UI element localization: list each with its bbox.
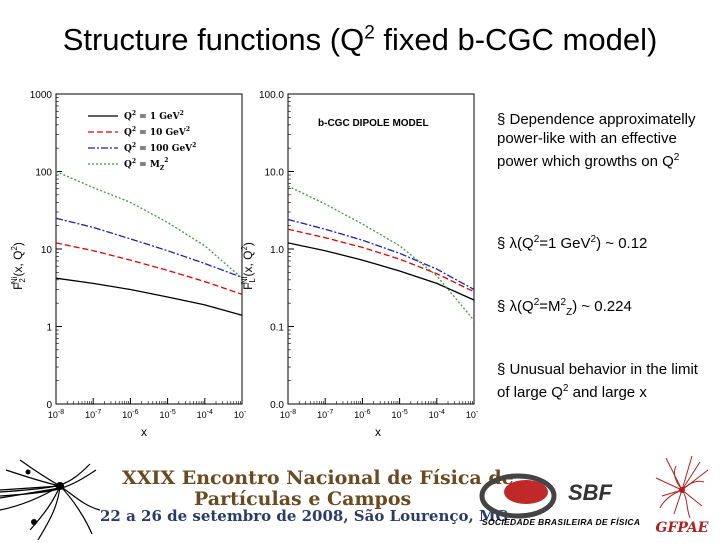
right-axis-ticks	[287, 93, 475, 405]
particle-tracks-logo	[0, 459, 101, 540]
bullet-item-2: § λ(Q2=1 GeV2) ~ 0.12	[497, 234, 648, 252]
bullet-item-4: § Unusual behavior in the limit of large…	[497, 361, 698, 401]
model-label: b-CGC DIPOLE MODEL	[318, 118, 429, 129]
right-plot: 100.0 10.0 1.0 0.1 0.0 10-8 10-7 10-6 10-5 10-4 1…	[238, 86, 478, 440]
series-line-1	[55, 277, 243, 316]
sbf-logo-text: SBF	[568, 480, 613, 505]
bullet-marker: §	[497, 298, 506, 315]
series-line-4	[287, 185, 475, 321]
y-tick-label: 1.0	[270, 245, 284, 256]
series-line-3	[287, 218, 475, 291]
x-axis-label: x	[141, 425, 147, 439]
x-tick-label: 10-6	[354, 409, 370, 420]
gfpae-logo: GFPAE	[646, 452, 718, 538]
x-tick-label: 10-6	[122, 409, 138, 420]
y-tick-label: 100.0	[259, 90, 284, 101]
left-axis-ticks	[55, 93, 243, 405]
series-line-2	[287, 228, 475, 293]
y-axis-label: FLNi(x, Q2)	[240, 242, 257, 290]
conference-date-line: 22 a 26 de setembro de 2008, São Lourenç…	[100, 507, 509, 525]
series-line-1	[287, 242, 475, 301]
y-tick-label: 1000	[30, 90, 53, 101]
x-tick-label: 10-4	[197, 409, 213, 420]
x-tick-label: 10-7	[317, 409, 333, 420]
x-tick-label: 10-7	[85, 409, 101, 420]
sbf-society-name: SOCIEDADE BRASILEIRA DE FÍSICA	[482, 517, 640, 527]
x-tick-label: 10-5	[159, 409, 175, 420]
y-tick-label: 10	[41, 245, 53, 256]
slide-title: Structure functions (Q2 fixed b-CGC mode…	[62, 22, 658, 57]
gfpae-logo-text: GFPAE	[656, 520, 709, 536]
y-tick-label: 0.1	[270, 323, 284, 334]
y-tick-label: 10.0	[265, 168, 285, 179]
bullet-marker: §	[497, 361, 506, 378]
y-tick-label: 0	[46, 400, 52, 411]
legend-entry: Q2 = MZ2	[124, 157, 168, 172]
structure-function-fl-chart: 100.0 10.0 1.0 0.1 0.0 10-8 10-7 10-6 10-5 10-4 1…	[240, 90, 478, 439]
bullet-item-3: § λ(Q2=M2Z) ~ 0.224	[497, 297, 632, 318]
gfpae-emblem-icon: GFPAE	[656, 455, 709, 536]
x-tick-label: 10-4	[429, 409, 445, 420]
sbf-logo: SBF SOCIEDADE BRASILEIRA DE FÍSICA	[478, 470, 643, 530]
series-line-2	[55, 242, 243, 295]
conference-title-line2: Partículas e Campos	[194, 488, 412, 510]
x-tick-label: 10-3	[466, 409, 478, 420]
legend-entry: Q2 = 1 GeV2	[124, 110, 184, 122]
x-tick-label: 10-8	[280, 409, 296, 420]
y-tick-label: 0.0	[270, 400, 284, 411]
x-tick-label: 10-3	[234, 409, 246, 420]
vertex-dot	[56, 482, 64, 490]
x-tick-label: 10-8	[48, 409, 64, 420]
legend-entry: Q2 = 100 GeV2	[124, 142, 196, 154]
conference-title-line1: XXIX Encontro Nacional de Física de	[122, 467, 514, 489]
x-axis-label: x	[375, 425, 381, 439]
legend-entry: Q2 = 10 GeV2	[124, 126, 190, 138]
bullet-item-1: § Dependence approximatelly power-like w…	[497, 111, 696, 170]
x-tick-label: 10-5	[391, 409, 407, 420]
series-line-3	[55, 217, 243, 279]
bullet-marker: §	[497, 111, 506, 128]
y-tick-label: 1	[46, 323, 52, 334]
footer-banner: XXIX Encontro Nacional de Física de Part…	[0, 450, 720, 540]
sbf-emblem-icon: SBF SOCIEDADE BRASILEIRA DE FÍSICA	[479, 473, 640, 527]
y-axis-label: F2Ni(x, Q2)	[10, 242, 27, 290]
bullet-marker: §	[497, 235, 506, 252]
y-tick-label: 100	[35, 168, 52, 179]
series-line-4	[55, 170, 243, 279]
